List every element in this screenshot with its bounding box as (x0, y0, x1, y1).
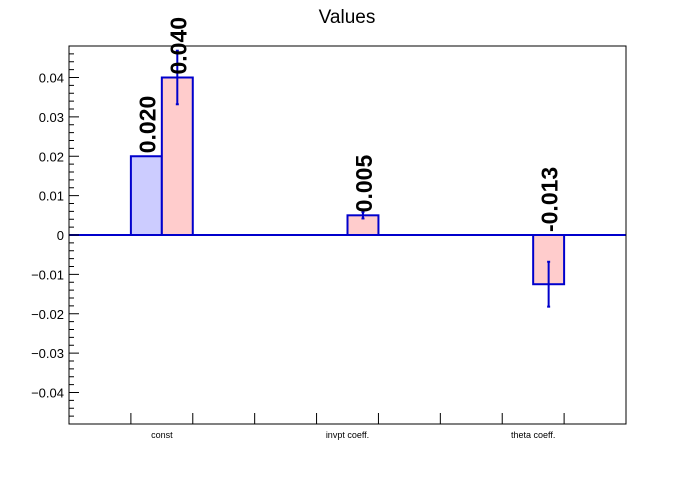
y-tick-label: −0.03 (31, 346, 64, 361)
y-tick-label: 0.03 (39, 110, 64, 125)
y-tick-label: −0.01 (31, 267, 64, 282)
chart-title: Values (319, 7, 376, 28)
y-tick-label: 0.02 (39, 149, 64, 164)
bars-layer (129, 76, 566, 286)
value-label: -0.013 (537, 167, 563, 232)
y-tick-label: 0.01 (39, 189, 64, 204)
y-tick-label: 0.04 (39, 71, 64, 86)
y-tick-label: −0.04 (31, 386, 64, 401)
error-bars-layer (175, 49, 551, 308)
y-tick-label: 0 (57, 228, 64, 243)
bar-const-s1 (129, 155, 163, 236)
value-label: 0.020 (134, 96, 160, 154)
value-label: 0.005 (351, 155, 377, 213)
x-category-label: invpt coeff. (326, 430, 369, 440)
axes-layer: 0.04 0.03 0.02 0.01 0 −0.01 −0.02 −0.03 −0.04 con… (31, 45, 565, 440)
x-category-label: theta coeff. (511, 430, 555, 440)
x-category-label: const (151, 430, 173, 440)
y-tick-label: −0.02 (31, 307, 64, 322)
value-label: 0.040 (165, 17, 191, 75)
